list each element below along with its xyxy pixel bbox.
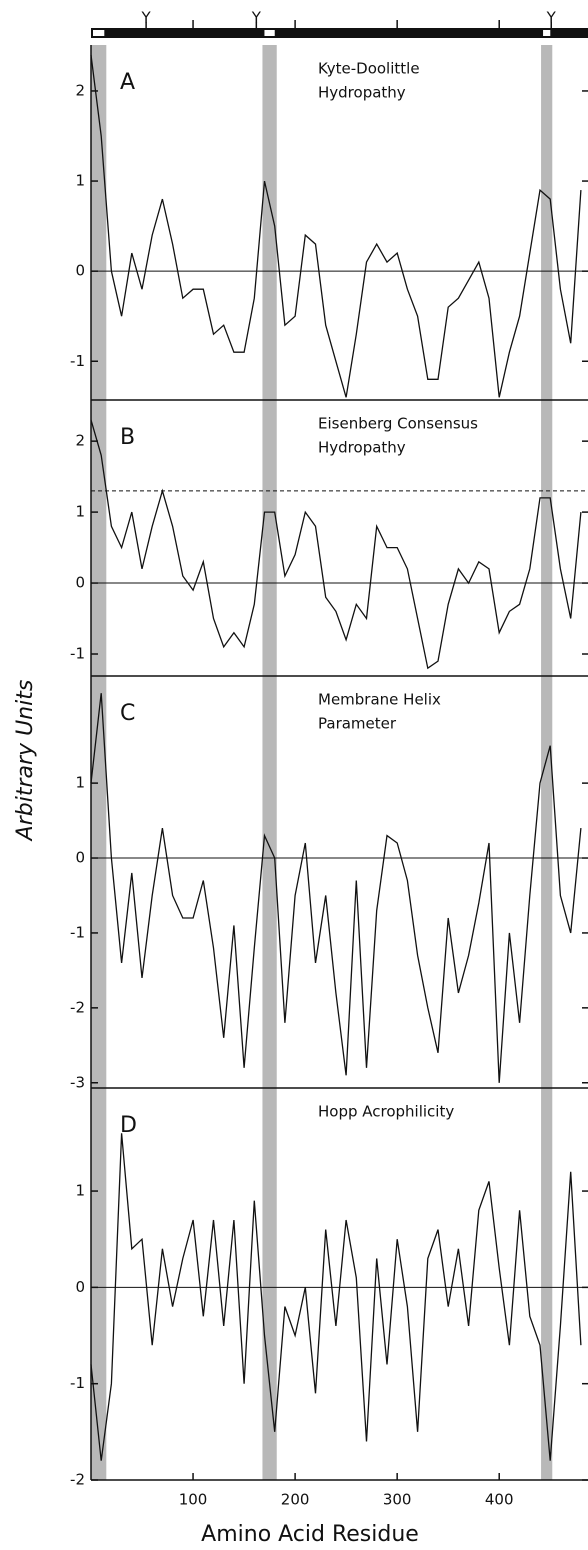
panel-title: Membrane Helix (318, 691, 441, 709)
y-tick-label: 0 (75, 849, 85, 867)
y-tick-label: -2 (70, 998, 85, 1016)
profile-line (90, 1133, 582, 1461)
panel-letter: B (120, 425, 135, 450)
y-tick-label: 1 (75, 774, 85, 792)
y-tick-label: 2 (75, 432, 85, 450)
y-tick-label: -1 (70, 352, 85, 370)
x-tick-label: 400 (485, 1491, 514, 1509)
y-tick-label: -1 (70, 923, 85, 941)
y-tick-label: -3 (70, 1073, 85, 1091)
panel-letter: A (120, 70, 135, 95)
highlight-band (91, 45, 107, 1480)
y-tick-label: 0 (75, 262, 85, 280)
sequence-bar (91, 28, 588, 38)
y-tick-label: 2 (75, 81, 85, 99)
y-tick-label: 1 (75, 1182, 85, 1200)
site-marker: Y (141, 9, 152, 27)
sequence-gap (543, 30, 551, 36)
sequence-gap (93, 30, 105, 36)
panel-letter: D (120, 1113, 137, 1138)
profile-line (90, 54, 582, 398)
panel-title: Hopp Acrophilicity (318, 1103, 454, 1121)
sequence-gap (264, 30, 275, 36)
site-marker: Y (251, 9, 262, 27)
x-axis-label: Amino Acid Residue (201, 1522, 419, 1547)
y-axis-label: Arbitrary Units (13, 680, 38, 843)
panel-letter: C (120, 701, 135, 726)
y-tick-label: -1 (70, 645, 85, 663)
x-tick-label: 200 (281, 1491, 310, 1509)
y-tick-label: -1 (70, 1374, 85, 1392)
highlight-band (541, 45, 553, 1480)
site-marker: Y (546, 9, 557, 27)
panel-title: Eisenberg Consensus (318, 415, 478, 433)
highlight-band (262, 45, 277, 1480)
panel-title: Parameter (318, 715, 397, 733)
y-tick-label: 1 (75, 172, 85, 190)
x-tick-label: 100 (179, 1491, 208, 1509)
y-tick-label: 1 (75, 503, 85, 521)
y-tick-label: 0 (75, 574, 85, 592)
y-tick-label: 0 (75, 1278, 85, 1296)
panel-title: Hydropathy (318, 439, 406, 457)
panel-title: Hydropathy (318, 84, 406, 102)
x-tick-label: 300 (383, 1491, 412, 1509)
profile-line (90, 693, 582, 1083)
y-tick-label: -2 (70, 1471, 85, 1489)
panel-title: Kyte-Doolittle (318, 60, 420, 78)
profile-line (90, 419, 582, 670)
